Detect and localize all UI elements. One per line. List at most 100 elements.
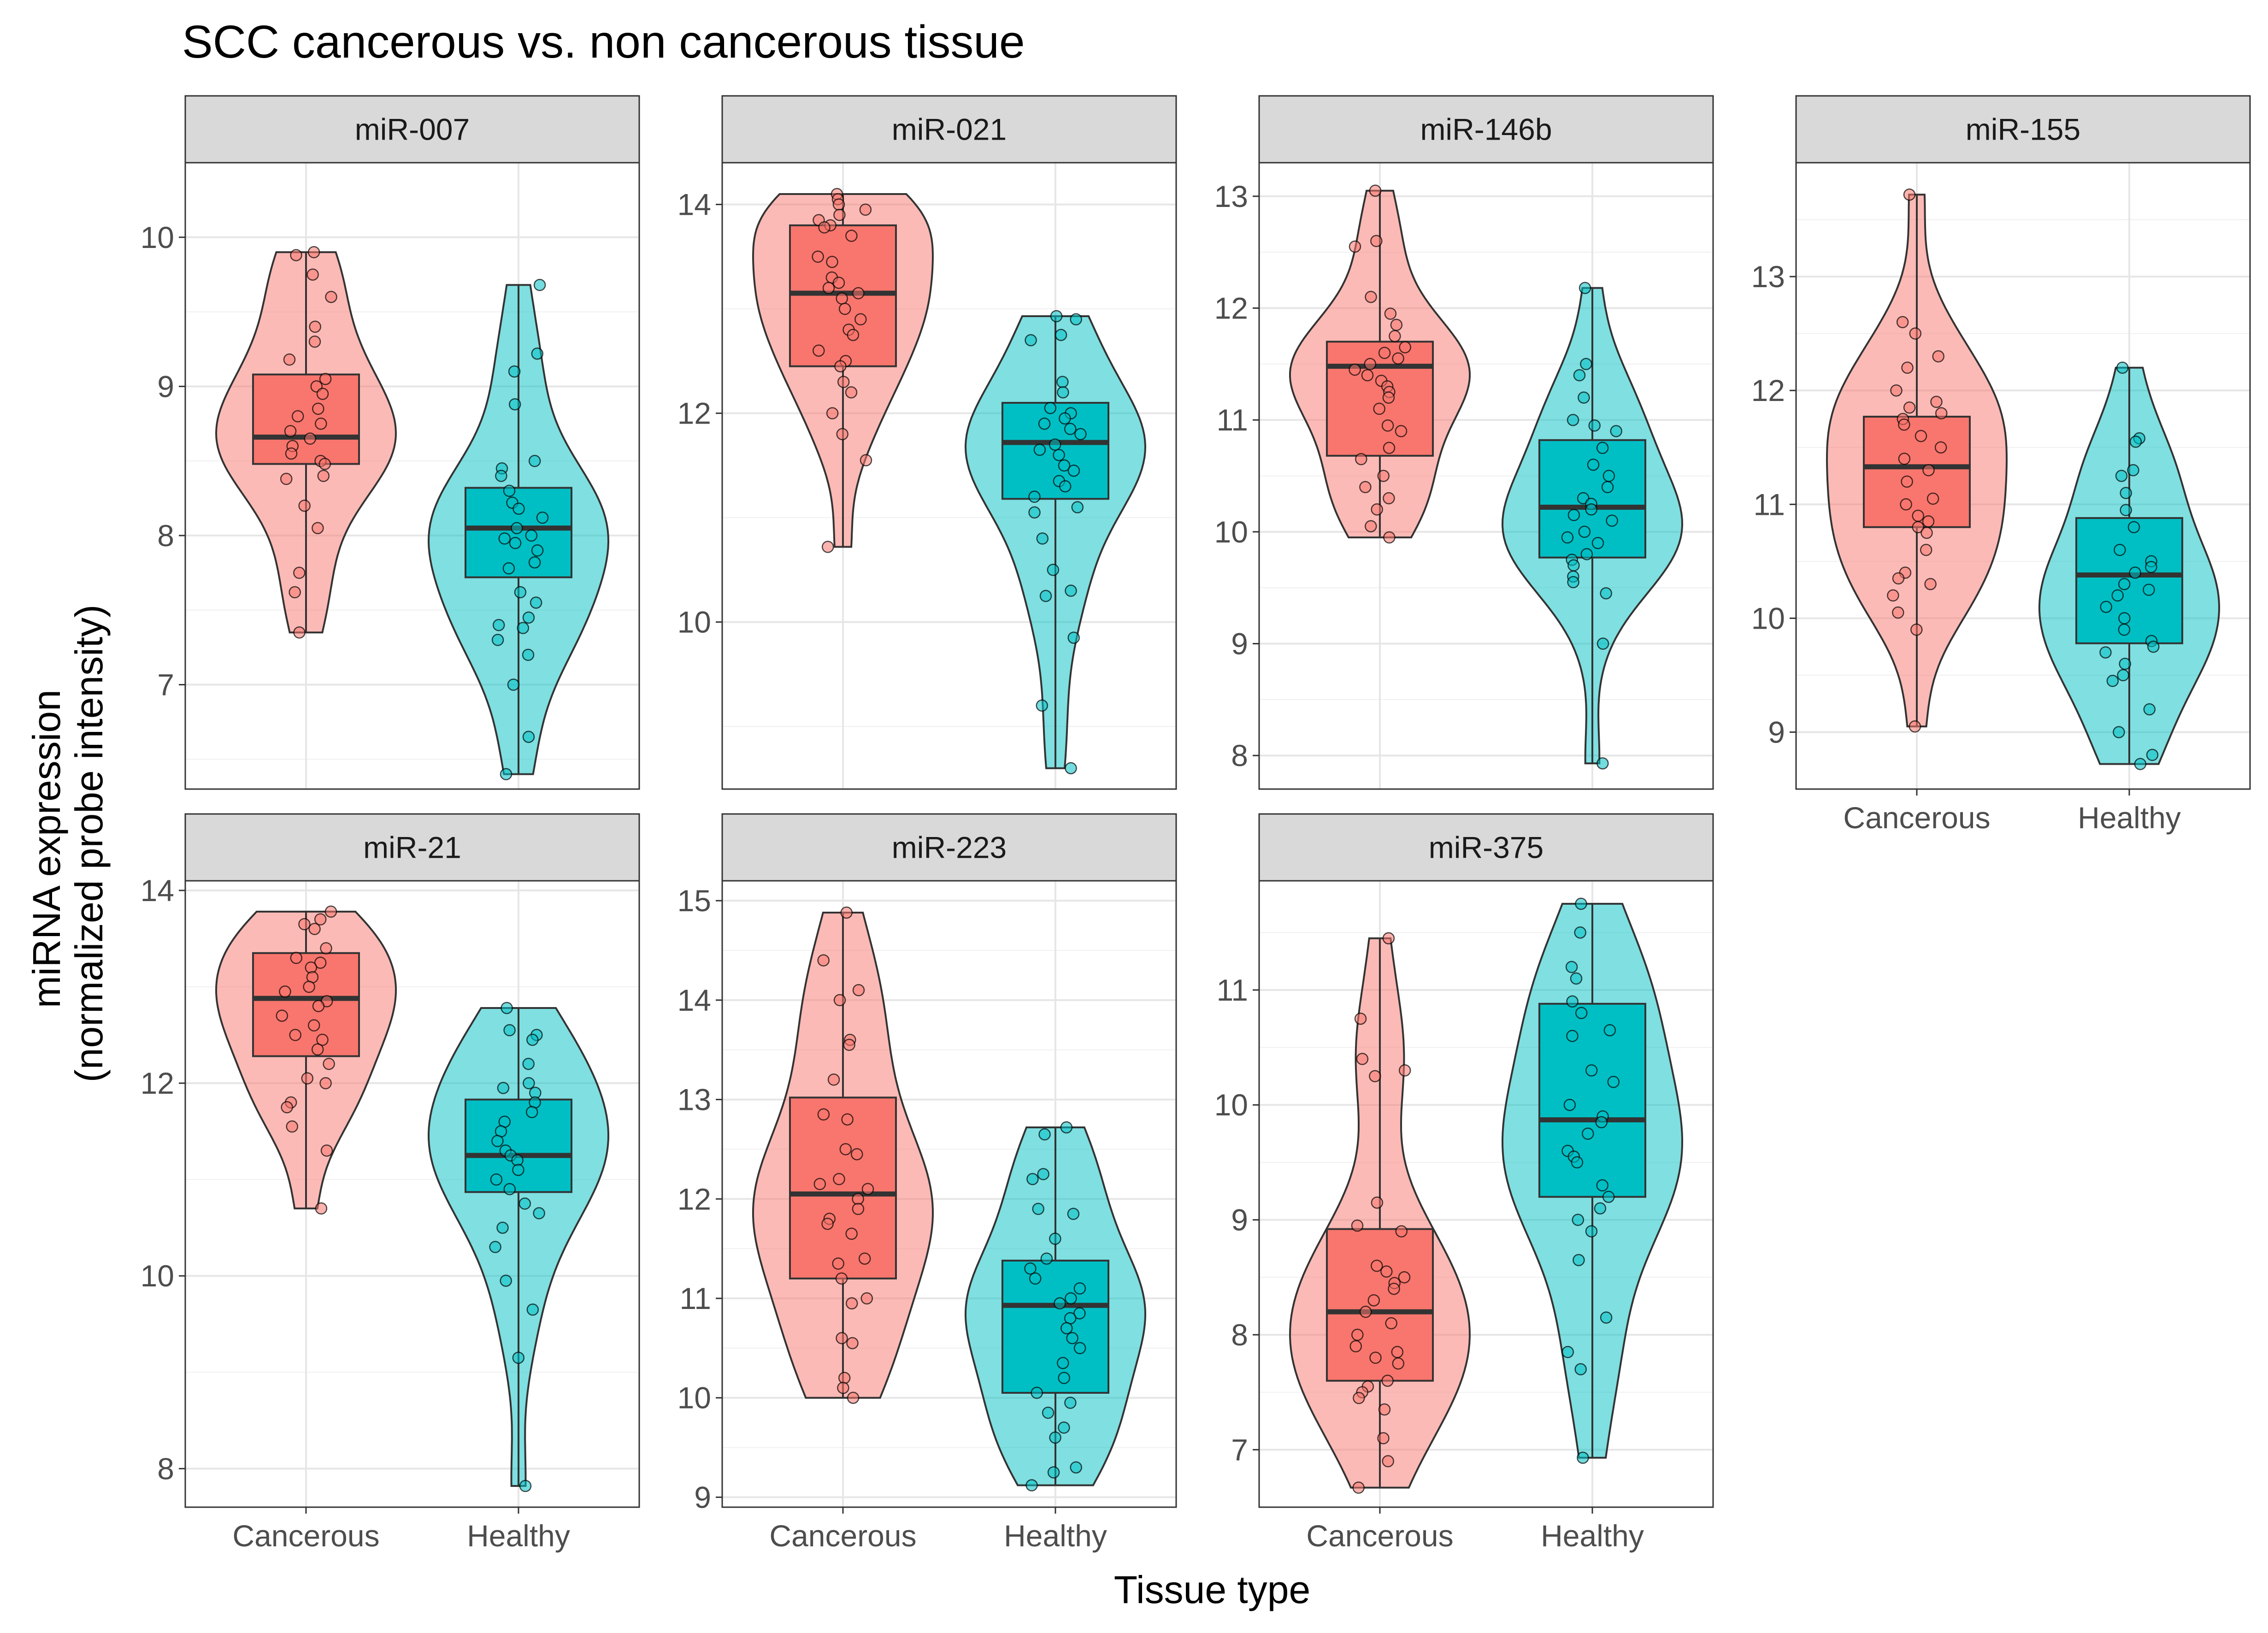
data-point xyxy=(293,626,306,639)
y-tick-label: 14 xyxy=(677,983,711,1017)
data-point xyxy=(1900,498,1912,511)
panel-border xyxy=(184,162,640,790)
data-point xyxy=(813,344,825,357)
data-point xyxy=(2129,436,2142,448)
y-tick-label: 10 xyxy=(1214,1088,1248,1122)
data-point xyxy=(318,458,331,470)
data-point xyxy=(519,1480,532,1492)
data-point xyxy=(316,1033,329,1046)
data-point xyxy=(1381,419,1394,432)
data-point xyxy=(845,1297,858,1310)
data-point xyxy=(1058,1372,1070,1384)
facet-strip xyxy=(184,95,640,164)
data-point xyxy=(319,1077,332,1090)
data-point xyxy=(497,1082,510,1094)
panel-border xyxy=(1258,162,1714,790)
data-point xyxy=(1042,1406,1054,1419)
data-point xyxy=(496,1221,509,1234)
data-point xyxy=(1932,350,1944,363)
data-point xyxy=(1033,443,1046,456)
y-tick-label: 10 xyxy=(1751,601,1785,635)
data-point xyxy=(492,619,505,631)
data-point xyxy=(511,522,523,534)
data-point xyxy=(2127,521,2140,533)
data-point xyxy=(526,1303,539,1316)
data-point xyxy=(508,365,521,378)
y-tick-label: 9 xyxy=(157,369,174,403)
data-point xyxy=(1349,1340,1362,1353)
data-point xyxy=(1032,1203,1044,1215)
data-point xyxy=(1934,441,1947,454)
data-point xyxy=(290,249,302,261)
data-point xyxy=(293,566,306,579)
data-point xyxy=(1371,503,1383,516)
data-point xyxy=(1369,1351,1382,1364)
data-point xyxy=(1060,1322,1073,1334)
data-point xyxy=(1596,757,1609,770)
data-point xyxy=(1909,720,1921,733)
data-point xyxy=(525,529,538,542)
data-point xyxy=(840,906,853,919)
data-point xyxy=(1054,1297,1066,1310)
data-point xyxy=(522,731,535,743)
data-point xyxy=(513,502,525,515)
data-point xyxy=(852,1203,865,1215)
data-point xyxy=(1070,313,1082,326)
data-point xyxy=(308,923,321,935)
data-point xyxy=(2114,543,2126,556)
data-point xyxy=(1380,1265,1393,1278)
data-point xyxy=(1354,1012,1367,1025)
data-point xyxy=(1049,1431,1061,1444)
data-point xyxy=(1384,307,1397,320)
x-tick-label: Healthy xyxy=(2078,801,2181,835)
data-point xyxy=(812,250,824,263)
data-point xyxy=(1585,1225,1598,1238)
data-point xyxy=(280,472,293,485)
y-tick-label: 10 xyxy=(677,1381,711,1415)
data-point xyxy=(1901,361,1914,374)
data-point xyxy=(1383,531,1396,544)
data-point xyxy=(314,956,327,969)
data-point xyxy=(1915,430,1927,442)
data-point xyxy=(1378,1403,1391,1416)
data-point xyxy=(845,386,858,399)
data-point xyxy=(1596,1179,1608,1192)
panel-border xyxy=(721,880,1177,1508)
data-point xyxy=(1074,428,1087,441)
y-tick-label: 8 xyxy=(1231,1318,1248,1352)
facet-panel: miR-375 7 8 9 10 11 Cancerous Healthy xyxy=(1214,813,1714,1553)
data-point xyxy=(512,1351,525,1364)
data-point xyxy=(2118,612,2131,625)
data-point xyxy=(298,499,311,512)
data-point xyxy=(526,1033,539,1046)
data-point xyxy=(1922,464,1935,477)
data-point xyxy=(1594,1202,1607,1214)
data-point xyxy=(1057,1356,1069,1369)
data-point xyxy=(2129,566,2141,579)
data-point xyxy=(1383,492,1395,505)
data-point xyxy=(1353,1391,1365,1404)
y-tick-label: 12 xyxy=(1751,373,1785,407)
data-point xyxy=(1579,282,1591,295)
data-point xyxy=(290,952,303,964)
data-point xyxy=(1385,1317,1397,1330)
data-point xyxy=(1388,1282,1400,1295)
data-point xyxy=(859,203,872,216)
facet-strip xyxy=(721,95,1177,164)
panel-border xyxy=(721,162,1177,790)
data-point xyxy=(2143,584,2155,596)
data-point xyxy=(1399,341,1411,354)
data-point xyxy=(1349,363,1361,376)
y-axis-title-line-1: miRNA expression xyxy=(25,690,68,1008)
facet-strip xyxy=(184,813,640,882)
data-point xyxy=(1920,526,1933,539)
y-tick-label: 12 xyxy=(677,1182,711,1216)
data-point xyxy=(533,279,546,291)
data-point xyxy=(1582,1127,1594,1140)
data-point xyxy=(1071,501,1084,513)
data-point xyxy=(2118,623,2131,636)
data-point xyxy=(822,282,835,295)
data-point xyxy=(1371,1260,1383,1272)
data-point xyxy=(1567,509,1580,521)
data-point xyxy=(1901,475,1913,488)
